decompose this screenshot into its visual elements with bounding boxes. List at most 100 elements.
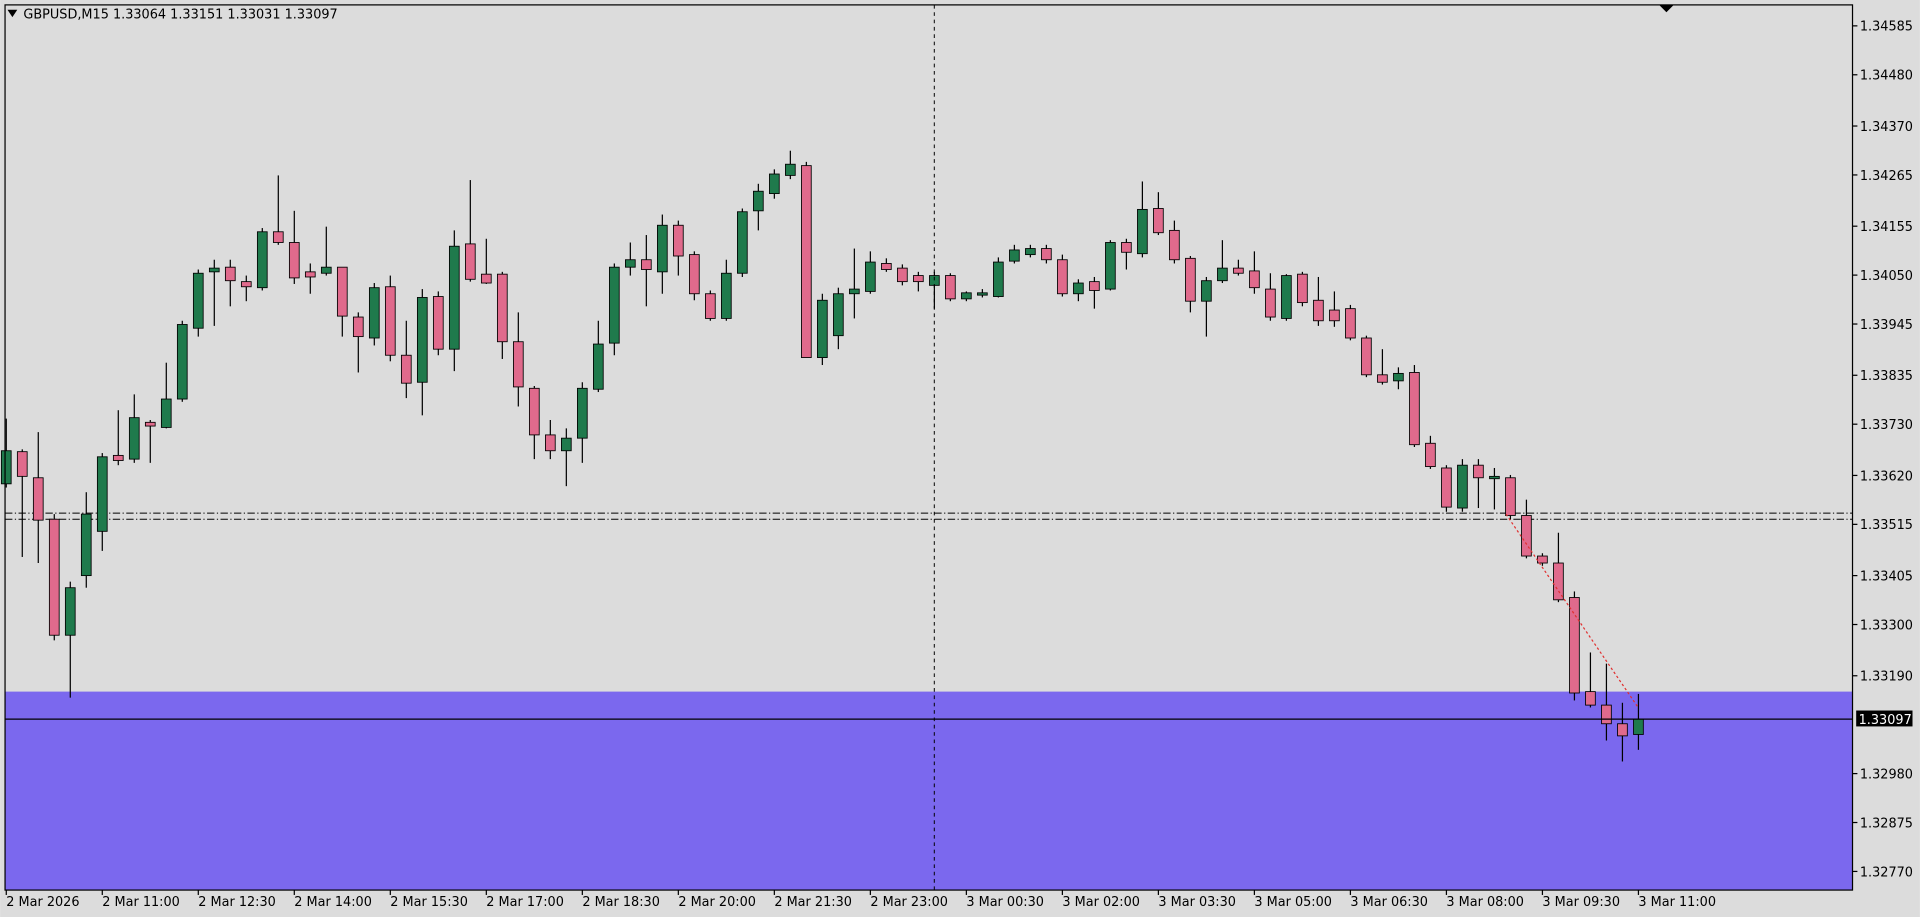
candle-body bbox=[1153, 208, 1164, 234]
candle-body bbox=[1361, 337, 1372, 376]
candle-body bbox=[144, 421, 156, 427]
candle-body bbox=[1121, 242, 1132, 253]
candle-body bbox=[1521, 515, 1532, 557]
x-tick-label: 2 Mar 14:00 bbox=[294, 895, 372, 910]
last-close: 1.33097 bbox=[285, 7, 338, 22]
x-tick-label: 2 Mar 21:30 bbox=[774, 895, 852, 910]
candle-body bbox=[1313, 299, 1324, 322]
candle-body bbox=[0, 450, 12, 485]
candle-body bbox=[689, 254, 700, 295]
candle-body bbox=[208, 267, 220, 273]
x-tick-label: 2 Mar 11:00 bbox=[102, 895, 180, 910]
y-tick-label: 1.33300 bbox=[1860, 618, 1913, 633]
x-tick-label: 3 Mar 09:30 bbox=[1542, 895, 1620, 910]
y-tick-label: 1.34370 bbox=[1860, 120, 1913, 135]
candle-body bbox=[1329, 309, 1340, 322]
candle-body bbox=[528, 387, 540, 436]
candle-body bbox=[705, 293, 716, 319]
y-tick-label: 1.34155 bbox=[1860, 220, 1913, 235]
x-tick-label: 3 Mar 11:00 bbox=[1638, 895, 1716, 910]
candle-body bbox=[1009, 249, 1020, 262]
last-open: 1.33064 bbox=[113, 7, 166, 22]
candle-body bbox=[368, 287, 380, 339]
y-tick-label: 1.32980 bbox=[1860, 767, 1913, 782]
candle-body bbox=[1473, 464, 1484, 479]
x-tick-label: 3 Mar 08:00 bbox=[1446, 895, 1524, 910]
candle-body bbox=[1489, 475, 1500, 480]
candle-body bbox=[240, 281, 252, 288]
candle-body bbox=[48, 518, 60, 636]
candle-body bbox=[336, 266, 348, 317]
candle-body bbox=[272, 231, 284, 243]
candle-body bbox=[1505, 477, 1516, 516]
candle-body bbox=[1201, 280, 1212, 302]
candle-body bbox=[897, 267, 908, 283]
y-tick-label: 1.34480 bbox=[1860, 69, 1913, 84]
candle-body bbox=[1569, 597, 1580, 694]
chart-header: GBPUSD,M15 1.33064 1.33151 1.33031 1.330… bbox=[23, 7, 337, 22]
plot-frame bbox=[4, 4, 1854, 891]
candle-body bbox=[721, 272, 732, 319]
candle-body bbox=[1137, 208, 1148, 255]
candle-body bbox=[496, 273, 508, 343]
candle-body bbox=[1025, 248, 1036, 256]
candle-body bbox=[224, 266, 236, 282]
candle-body bbox=[80, 513, 92, 577]
candle-body bbox=[448, 245, 460, 350]
candle-body bbox=[657, 224, 668, 273]
candle-body bbox=[881, 263, 892, 270]
y-tick-label: 1.34585 bbox=[1860, 20, 1913, 35]
y-tick-label: 1.33835 bbox=[1860, 369, 1913, 384]
candle-body bbox=[1041, 248, 1052, 261]
candle-body bbox=[480, 273, 492, 284]
candle-body bbox=[1185, 257, 1196, 302]
candle-body bbox=[16, 451, 28, 477]
x-tick-label: 3 Mar 05:00 bbox=[1254, 895, 1332, 910]
candle-body bbox=[737, 211, 748, 274]
y-tick-label: 1.33945 bbox=[1860, 318, 1913, 333]
candle-body bbox=[352, 316, 364, 338]
candle-body bbox=[400, 354, 412, 384]
candle-body bbox=[561, 437, 572, 452]
candle-body bbox=[1409, 372, 1420, 446]
y-tick-label: 1.33730 bbox=[1860, 418, 1913, 433]
candle-body bbox=[865, 261, 876, 292]
y-tick-label: 1.32770 bbox=[1860, 865, 1913, 880]
candle-body bbox=[112, 454, 124, 461]
candle-body bbox=[801, 165, 812, 358]
candle-body bbox=[769, 173, 780, 195]
x-tick-label: 2 Mar 20:00 bbox=[678, 895, 756, 910]
candle-body bbox=[160, 398, 172, 428]
candle-body bbox=[464, 243, 476, 280]
x-tick-label: 2 Mar 2026 bbox=[6, 895, 79, 910]
candle-body bbox=[304, 271, 316, 278]
candle-body bbox=[833, 293, 844, 337]
candle-body bbox=[945, 275, 956, 300]
candle-body bbox=[609, 266, 620, 344]
symbol-marker bbox=[7, 9, 18, 18]
candle-body bbox=[1617, 723, 1628, 737]
y-tick-label: 1.33620 bbox=[1860, 469, 1913, 484]
candle-body bbox=[96, 456, 108, 532]
x-tick-label: 2 Mar 18:30 bbox=[582, 895, 660, 910]
y-tick-label: 1.33190 bbox=[1860, 670, 1913, 685]
candle-body bbox=[1265, 288, 1276, 318]
candle-body bbox=[1457, 464, 1468, 509]
candle-body bbox=[1169, 229, 1180, 261]
candle-body bbox=[1537, 555, 1548, 564]
candle-body bbox=[128, 417, 140, 460]
y-tick-label: 1.34050 bbox=[1860, 269, 1913, 284]
candle-body bbox=[256, 231, 268, 289]
shift-marker bbox=[1659, 4, 1674, 13]
candle-body bbox=[1105, 242, 1116, 290]
candle-body bbox=[913, 275, 924, 283]
candle-body bbox=[1249, 270, 1260, 289]
x-tick-label: 2 Mar 15:30 bbox=[390, 895, 468, 910]
candle-body bbox=[1553, 562, 1564, 601]
current-price-box bbox=[1856, 710, 1913, 727]
candle-body bbox=[288, 242, 300, 279]
candle-body bbox=[64, 587, 76, 636]
candle-body bbox=[1057, 259, 1068, 295]
candle-body bbox=[384, 286, 396, 356]
